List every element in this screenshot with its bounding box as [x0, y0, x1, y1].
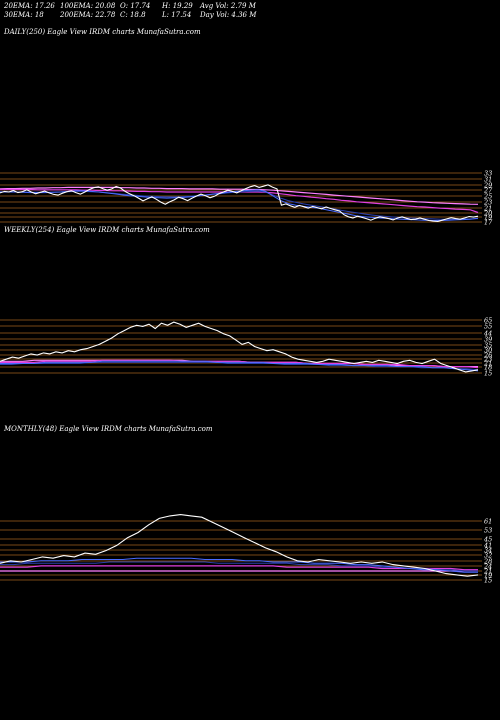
level-label: 17: [484, 219, 493, 227]
level-label: 30: [484, 347, 492, 355]
level-label: 53: [484, 527, 492, 535]
level-label: 21: [483, 205, 492, 213]
ema100-line: [0, 359, 479, 369]
low-stat: L: 17.54: [162, 11, 192, 19]
level-label: 20: [483, 210, 492, 218]
level-label: 23: [483, 356, 492, 364]
ema100-stat: 100EMA: 20.08: [60, 2, 116, 10]
price-line: [0, 514, 479, 577]
weekly-panel-title: WEEKLY(254) Eagle View IRDM charts Munaf…: [4, 226, 210, 234]
level-label: 45: [483, 536, 492, 544]
level-label: 65: [484, 317, 492, 325]
open-stat: O: 17.74: [120, 2, 151, 10]
level-label: 35: [484, 342, 492, 350]
level-label: 23: [483, 199, 492, 207]
level-label: 32: [484, 552, 492, 560]
level-label: 28: [483, 558, 492, 566]
level-label: 61: [484, 518, 492, 526]
monthly-panel-title: MONTHLY(48) Eagle View IRDM charts Munaf…: [4, 425, 213, 433]
level-label: 19: [484, 214, 492, 222]
ema20-line: [0, 360, 479, 372]
close-stat: C: 18.8: [120, 11, 146, 19]
level-label: 25: [483, 193, 492, 201]
level-label: 19: [484, 572, 492, 580]
price-line: [0, 184, 479, 222]
level-label: 39: [484, 336, 492, 344]
ema20-line: [0, 557, 478, 573]
level-label: 21: [483, 568, 492, 576]
level-label: 15: [484, 370, 492, 378]
level-label: 34: [484, 547, 492, 555]
ema200-line: [0, 186, 479, 205]
level-label: 24: [483, 563, 492, 571]
level-label: 31: [484, 176, 492, 184]
avg-vol-stat: Avg Vol: 2.79 M: [200, 2, 256, 10]
price-line: [0, 321, 479, 373]
level-label: 44: [483, 330, 492, 338]
level-label: 55: [484, 323, 492, 331]
daily-panel-title: DAILY(250) Eagle View IRDM charts Munafa…: [4, 28, 201, 36]
level-label: 18: [484, 364, 492, 372]
ema30-line: [0, 190, 479, 220]
level-label: 15: [484, 577, 492, 585]
ema20-stat: 20EMA: 17.26: [4, 2, 55, 10]
level-label: 33: [484, 170, 492, 178]
ema20-line: [0, 189, 479, 221]
level-label: 29: [483, 182, 492, 190]
day-vol-stat: Day Vol: 4.36 M: [200, 11, 257, 19]
high-stat: H: 19.29: [162, 2, 193, 10]
level-label: 41: [483, 542, 492, 550]
level-label: 26: [483, 352, 492, 360]
ema30-stat: 30EMA: 18: [4, 11, 44, 19]
level-label: 21: [483, 360, 492, 368]
level-label: 27: [483, 187, 493, 195]
ema200-stat: 200EMA: 22.78: [60, 11, 116, 19]
ema100-line: [0, 565, 478, 571]
